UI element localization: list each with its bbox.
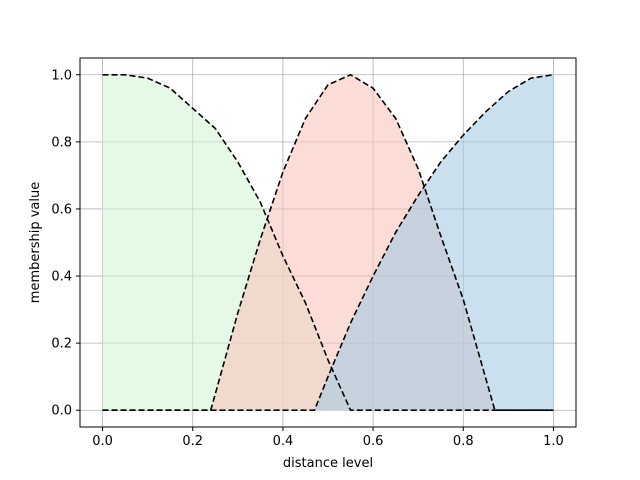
- series-area-3: [102, 74, 554, 411]
- x-axis-label: distance level: [283, 456, 373, 471]
- y-tick-label: 1.0: [51, 68, 72, 83]
- y-tick-label: 0.6: [51, 202, 72, 217]
- x-tick-label: 0.0: [92, 434, 113, 449]
- x-tick-label: 0.8: [453, 434, 474, 449]
- y-tick-label: 0.8: [51, 135, 72, 150]
- x-tick-label: 0.6: [363, 434, 384, 449]
- axis-ticks: 0.0 0.2 0.4 0.6 0.8 1.0 0.0 0.2 0.4 0.6 0.8 1.0: [51, 68, 563, 449]
- series-area-1: [102, 74, 554, 411]
- y-tick-label: 0.0: [51, 404, 72, 419]
- y-tick-label: 0.4: [51, 270, 72, 285]
- x-tick-label: 0.2: [182, 434, 203, 449]
- y-tick-label: 0.2: [51, 337, 72, 352]
- series-lines: [102, 73, 554, 412]
- series-line-1: [102, 73, 554, 412]
- x-tick-label: 1.0: [543, 434, 564, 449]
- plot-frame: [79, 57, 577, 428]
- area-fills: [102, 74, 554, 411]
- x-tick-label: 0.4: [273, 434, 294, 449]
- series-line-3: [102, 73, 554, 412]
- series-line-2: [102, 73, 554, 412]
- y-axis-label: membership value: [28, 182, 43, 303]
